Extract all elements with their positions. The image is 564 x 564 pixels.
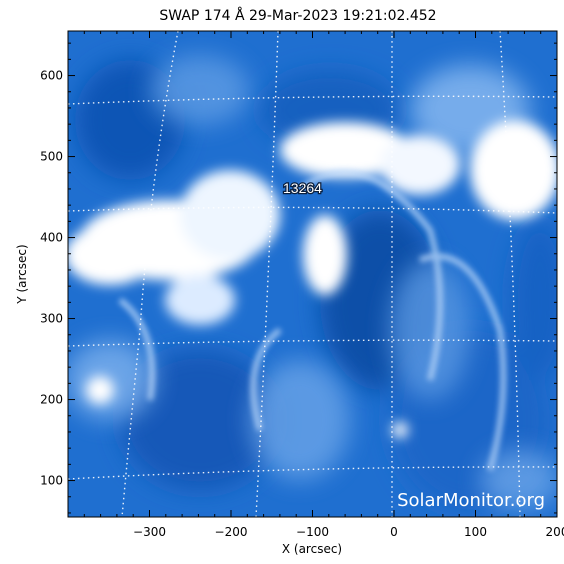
diffuse-emission — [68, 55, 557, 510]
y-tick-label: 400 — [40, 231, 63, 245]
y-tick-label: 200 — [40, 393, 63, 407]
solarmonitor-watermark: SolarMonitor.org — [397, 490, 545, 511]
bright-active-region — [68, 120, 557, 438]
y-axis-ticks: 100 200 300 400 500 600 — [40, 42, 557, 514]
image-title: SWAP 174 Å 29-Mar-2023 19:21:02.452 — [159, 7, 436, 24]
y-tick-label: 500 — [40, 150, 63, 164]
x-axis-ticks: −300 −200 −100 0 100 200 — [67, 31, 564, 539]
coronal-loops — [118, 169, 507, 471]
active-region-label: 13264 — [283, 180, 322, 196]
x-tick-label: −300 — [133, 525, 166, 539]
solar-image — [68, 31, 557, 517]
x-tick-label: 100 — [464, 525, 487, 539]
heliographic-grid — [68, 31, 557, 517]
y-axis-label: Y (arcsec) — [15, 244, 29, 304]
y-tick-label: 600 — [40, 69, 63, 83]
x-axis-label: X (arcsec) — [282, 542, 342, 556]
y-tick-label: 100 — [40, 474, 63, 488]
y-tick-label: 300 — [40, 312, 63, 326]
x-tick-label: 200 — [546, 525, 564, 539]
x-tick-label: 0 — [390, 525, 398, 539]
x-tick-label: −100 — [296, 525, 329, 539]
x-tick-label: −200 — [215, 525, 248, 539]
